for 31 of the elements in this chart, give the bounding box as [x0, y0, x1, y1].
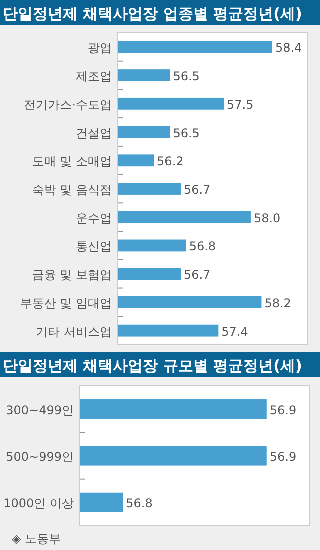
y-tick-label: 부동산 및 임대업 [20, 296, 112, 310]
y-tick-label: 제조업 [76, 70, 112, 84]
data-label: 58.2 [264, 296, 292, 310]
y-tick-label: 숙박 및 음식점 [32, 183, 112, 197]
data-label: 56.5 [173, 70, 200, 84]
text: ◈ 노동부 [12, 532, 62, 546]
y-tick-label: 도매 및 소매업 [32, 154, 112, 169]
data-label: 57.5 [227, 98, 254, 112]
y-tick-label: 건설업 [76, 126, 112, 140]
y-tick-label: 운수업 [76, 211, 112, 226]
y-tick-label: 전기가스·수도업 [24, 98, 112, 112]
y-tick-label: 500~999인 [6, 450, 74, 464]
data-label: 56.9 [270, 450, 297, 464]
data-label: 56.8 [189, 240, 216, 254]
y-tick-label: 금융 및 보험업 [32, 268, 112, 282]
data-label: 56.5 [173, 126, 200, 140]
data-label: 57.4 [222, 324, 248, 339]
data-label: 58.4 [275, 41, 302, 56]
data-label: 56.7 [184, 268, 211, 282]
y-tick-label: 통신업 [76, 240, 112, 254]
chart-title: 단일정년제 채택사업장 업종별 평균정년(세) [3, 5, 302, 23]
y-tick-label: 광업 [88, 41, 112, 56]
y-tick-label: 300~499인 [6, 403, 74, 418]
data-label: 56.8 [126, 496, 153, 511]
y-tick-label: 1000인 이상 [4, 496, 74, 511]
chart-title: 단일정년제 채택사업장 규모별 평균정년(세) [3, 357, 302, 375]
data-label: 58.0 [254, 211, 281, 226]
data-label: 56.2 [157, 154, 184, 169]
data-label: 56.7 [184, 183, 211, 197]
y-tick-label: 기타 서비스업 [36, 324, 112, 339]
data-label: 56.9 [270, 403, 297, 418]
